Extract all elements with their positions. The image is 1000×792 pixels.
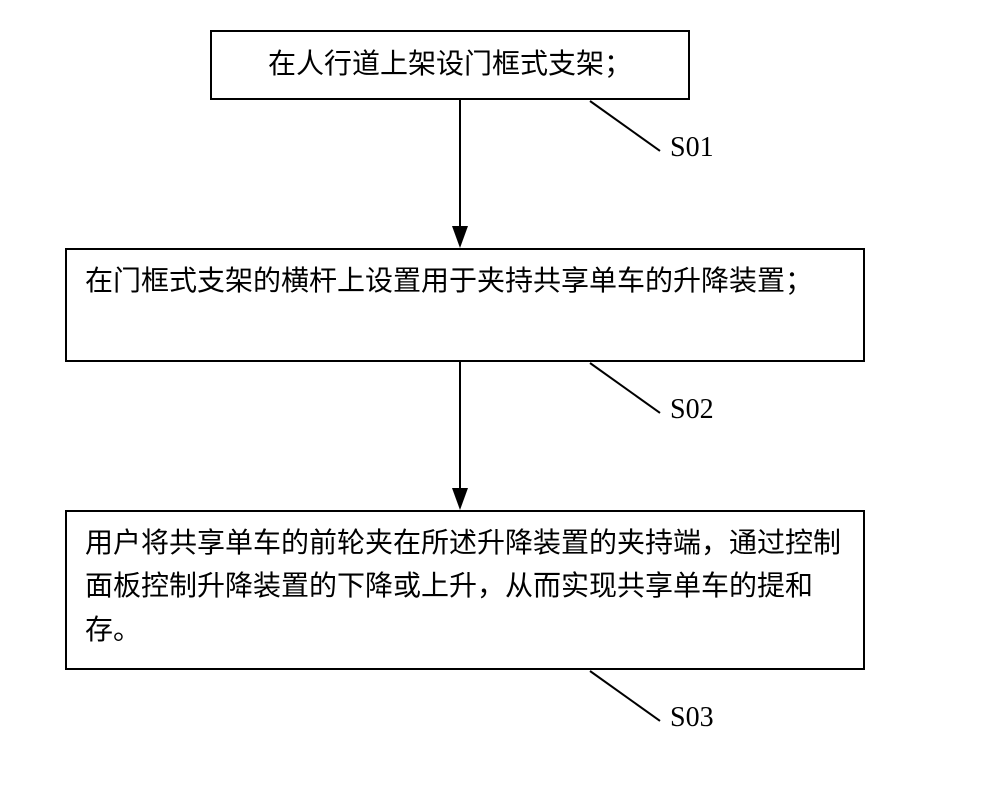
flow-step-text: 在门框式支架的横杆上设置用于夹持共享单车的升降装置； xyxy=(85,266,813,297)
flow-step-s01: 在人行道上架设门框式支架； xyxy=(210,30,690,100)
flow-step-s03: 用户将共享单车的前轮夹在所述升降装置的夹持端，通过控制面板控制升降装置的下降或上… xyxy=(65,510,865,670)
label-connector xyxy=(589,362,660,414)
step-label-s02: S02 xyxy=(670,394,714,426)
label-connector xyxy=(589,670,660,722)
flow-step-text: 用户将共享单车的前轮夹在所述升降装置的夹持端，通过控制面板控制升降装置的下降或上… xyxy=(85,528,841,646)
flowchart-canvas: 在人行道上架设门框式支架； S01 在门框式支架的横杆上设置用于夹持共享单车的升… xyxy=(0,0,1000,792)
label-connector xyxy=(589,100,660,152)
flow-step-text: 在人行道上架设门框式支架； xyxy=(268,43,632,86)
step-label-s03: S03 xyxy=(670,702,714,734)
step-label-s01: S01 xyxy=(670,132,714,164)
flow-step-s02: 在门框式支架的横杆上设置用于夹持共享单车的升降装置； xyxy=(65,248,865,362)
flow-arrows xyxy=(0,0,1000,792)
